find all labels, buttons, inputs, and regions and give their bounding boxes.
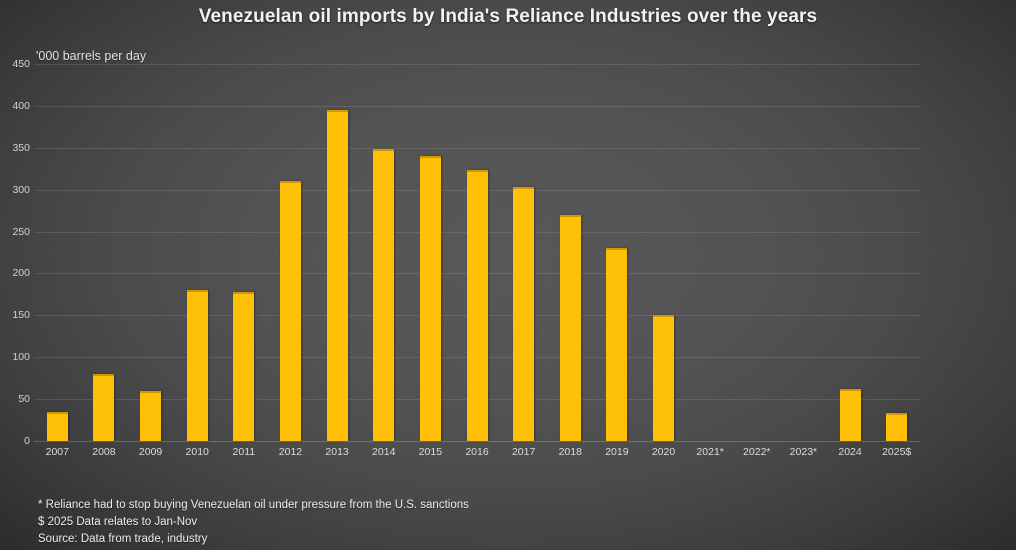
- x-axis-tick-label: 2008: [92, 446, 116, 458]
- bar: [886, 412, 908, 441]
- x-axis-tick-label: 2009: [138, 446, 163, 458]
- bar: [233, 291, 255, 441]
- x-axis-tick-label: 2007: [45, 446, 69, 458]
- bar: [839, 389, 861, 441]
- bar: [513, 187, 535, 441]
- footnote-line: $ 2025 Data relates to Jan-Nov: [38, 516, 198, 528]
- x-axis-tick-label: 2018: [558, 446, 582, 458]
- bars-layer: [34, 64, 920, 441]
- y-axis-tick-label: 400: [12, 99, 30, 112]
- footnotes: * Reliance had to stop buying Venezuelan…: [38, 497, 738, 548]
- bar: [419, 156, 441, 441]
- x-axis-tick-label: 2013: [325, 446, 349, 458]
- y-axis-tick-label: 350: [12, 141, 30, 154]
- x-axis-tick-label: 2011: [232, 446, 256, 458]
- bar: [559, 214, 581, 441]
- x-axis-tick-label: 2023*: [789, 446, 818, 458]
- x-axis-tick-label: 2021*: [696, 446, 724, 458]
- gridline: [34, 105, 920, 107]
- footnote-line: * Reliance had to stop buying Venezuelan…: [38, 499, 469, 511]
- chart-title: Venezuelan oil imports by India's Relian…: [198, 6, 818, 27]
- x-axis-tick-label: 2025$: [882, 446, 912, 458]
- gridline: [34, 147, 920, 149]
- bar: [279, 181, 301, 441]
- bar: [653, 315, 675, 441]
- gridline: [34, 441, 920, 442]
- y-axis-tick-label: 200: [12, 267, 30, 280]
- bar: [46, 411, 68, 441]
- bar: [326, 110, 348, 441]
- bar: [373, 148, 395, 441]
- y-axis-tick-label: 100: [12, 351, 30, 364]
- x-axis: 2007 2008 2009 2010 2011 2012 2013 2014 2015 2016…: [34, 446, 920, 466]
- x-axis-tick-label: 2022*: [743, 446, 771, 458]
- y-axis-tick-label: 300: [12, 183, 30, 196]
- x-axis-tick-label: 2017: [511, 446, 536, 458]
- x-axis-tick-label: 2024: [838, 446, 862, 458]
- y-axis: 0 50 100 150 200 250 300 350 400 450: [0, 58, 30, 447]
- y-axis-tick-label: 250: [12, 225, 30, 238]
- y-axis-tick-label: 150: [12, 309, 30, 322]
- bar: [186, 290, 208, 441]
- x-axis-tick-label: 2019: [605, 446, 629, 458]
- bar: [466, 169, 488, 441]
- x-axis-tick-label: 2016: [465, 446, 489, 458]
- x-axis-tick-label: 2020: [651, 446, 676, 458]
- y-axis-unit-label: '000 barrels per day: [36, 49, 147, 63]
- y-axis-tick-label: 450: [12, 58, 30, 70]
- x-axis-tick-label: 2012: [278, 446, 303, 458]
- x-axis-tick-label: 2015: [418, 446, 443, 458]
- x-axis-tick-label: 2010: [185, 446, 209, 458]
- gridline: [34, 64, 920, 65]
- bar: [93, 373, 115, 441]
- footnote-line: Source: Data from trade, industry: [38, 533, 208, 545]
- x-axis-tick-label: 2014: [372, 446, 396, 458]
- bar: [606, 248, 628, 441]
- bar: [140, 390, 162, 441]
- y-axis-tick-label: 0: [24, 435, 30, 447]
- y-axis-tick-label: 50: [18, 393, 30, 406]
